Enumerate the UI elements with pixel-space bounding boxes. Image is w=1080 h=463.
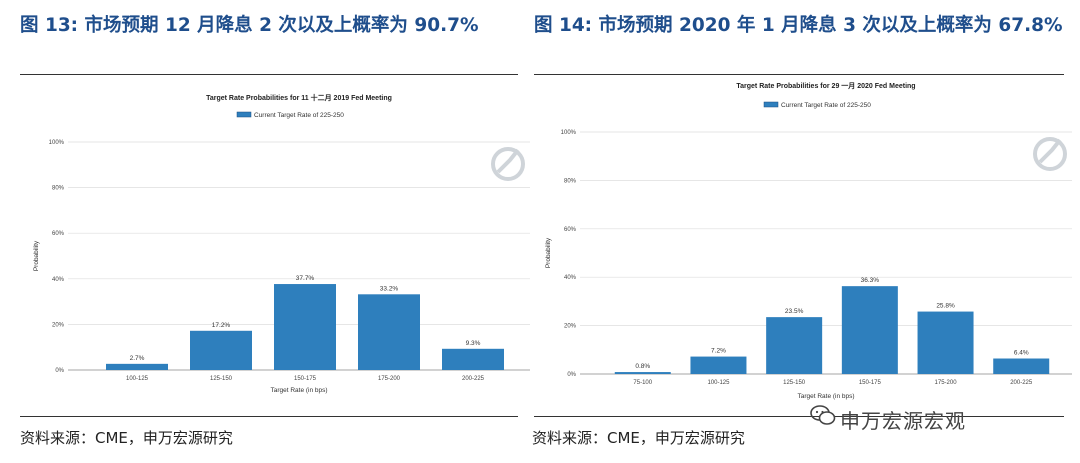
fig14-logo-icon [1033,137,1067,171]
fig13-logo-icon [491,147,525,181]
fig14-xtick-label: 125-150 [783,380,806,386]
fig14-legend-swatch [763,101,779,108]
fig13-bar-125-150 [190,330,252,370]
fig13-bar-175-200 [358,294,420,370]
fig14-bar-125-150 [766,317,823,374]
fig14-data-label: 0.8% [635,363,650,370]
fig14-logo-stroke [1038,138,1062,164]
fig14-bar-175-200 [917,311,974,374]
fig14-xtick-label: 200-225 [1010,380,1033,386]
fig13-data-label: 37.7% [296,275,315,282]
fig14-xtick-label: 175-200 [935,380,958,386]
figure-13-panel: 图 13: 市场预期 12 月降息 2 次以及上概率为 90.7% Target… [20,15,530,447]
fig13-xtick-label: 100-125 [126,376,149,382]
fig14-data-label: 25.8% [936,303,955,310]
figure-13-top-rule [20,74,518,75]
fig14-data-label: 36.3% [861,277,880,284]
fig13-xtick-label: 175-200 [378,376,401,382]
fig13-chart-title: Target Rate Probabilities for 11 十二月 201… [206,93,392,102]
fig14-ytick-label: 80% [564,178,577,184]
fig14-xtick-label: 100-125 [707,380,730,386]
fig13-ytick-label: 100% [49,140,65,146]
fig13-data-label: 17.2% [212,322,231,329]
fig14-bar-200-225 [993,358,1050,374]
fig13-bar-200-225 [442,348,504,370]
fig14-bar-75-100 [614,372,671,374]
figure-13-chart: Target Rate Probabilities for 11 十二月 201… [33,93,530,394]
figure-14-source: 资料来源：CME，申万宏源研究 [532,429,745,447]
fig13-bar-100-125 [106,363,168,370]
fig13-xtick-label: 150-175 [294,376,317,382]
figure-14-panel: 图 14: 市场预期 2020 年 1 月降息 3 次以及上概率为 67.8% … [532,0,1080,463]
fig13-xtick-label: 200-225 [462,376,485,382]
figure-14-title: 图 14: 市场预期 2020 年 1 月降息 3 次以及上概率为 67.8% [534,15,1063,36]
fig14-ytick-label: 0% [567,372,576,378]
fig13-x-axis-label: Target Rate (in bps) [270,387,327,394]
fig13-data-label: 33.2% [380,285,399,292]
figure-14-chart: Target Rate Probabilities for 29 一月 2020… [545,82,1072,400]
fig13-ytick-label: 60% [52,231,65,237]
fig14-legend-label: Current Target Rate of 225-250 [781,102,871,109]
wechat-icon [810,405,836,425]
fig13-ytick-label: 20% [52,322,65,328]
fig14-ytick-label: 40% [564,275,577,281]
fig13-y-axis-label: Probability [33,240,40,271]
fig14-x-axis-label: Target Rate (in bps) [797,393,854,400]
fig13-legend-label: Current Target Rate of 225-250 [254,112,344,119]
fig14-data-label: 6.4% [1014,350,1029,357]
figure-14-top-rule [534,74,1064,75]
fig13-logo-stroke [496,148,520,174]
fig14-ytick-label: 100% [561,130,577,136]
fig13-data-label: 2.7% [130,355,145,362]
figure-13-title: 图 13: 市场预期 12 月降息 2 次以及上概率为 90.7% [20,15,479,36]
fig13-data-label: 9.3% [466,340,481,347]
fig14-y-axis-label: Probability [545,237,552,268]
fig13-xtick-label: 125-150 [210,376,233,382]
fig14-data-label: 23.5% [785,308,804,315]
fig13-bar-150-175 [274,284,336,370]
figure-14-bottom-rule [534,416,1064,417]
fig14-data-label: 7.2% [711,348,726,355]
fig13-legend-swatch [236,111,252,118]
fig14-bar-100-125 [690,356,747,374]
fig13-ytick-label: 0% [55,368,64,374]
fig13-ytick-label: 80% [52,186,65,192]
figure-13-source: 资料来源：CME，申万宏源研究 [20,429,233,447]
fig14-ytick-label: 20% [564,324,577,330]
fig14-xtick-label: 150-175 [859,380,882,386]
fig13-ytick-label: 40% [52,277,65,283]
watermark-text: 申万宏源宏观 [840,409,966,433]
figure-13-bottom-rule [20,416,518,417]
fig14-bar-150-175 [841,286,898,374]
fig14-xtick-label: 75-100 [633,380,652,386]
fig14-ytick-label: 60% [564,227,577,233]
fig14-chart-title: Target Rate Probabilities for 29 一月 2020… [736,82,915,90]
